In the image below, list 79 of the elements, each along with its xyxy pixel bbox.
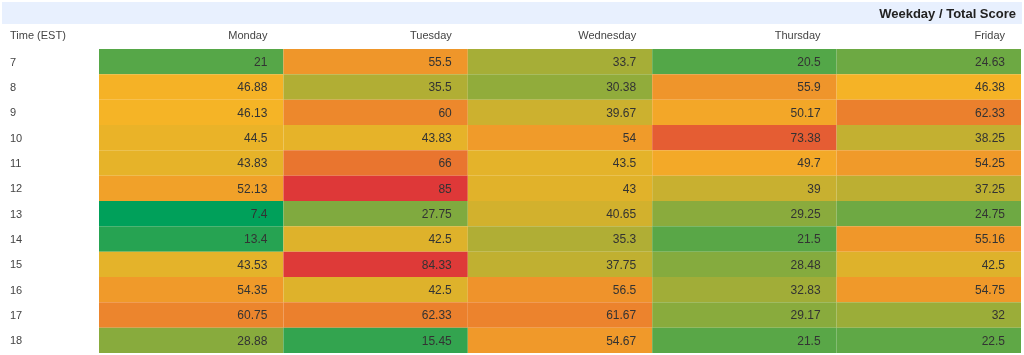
data-label: 62.33 <box>974 105 1006 120</box>
y-tick-label: 15 <box>10 258 23 271</box>
chart-title: Weekday / Total Score <box>879 5 1016 21</box>
data-label: 43.53 <box>237 257 268 272</box>
data-label: 21.5 <box>797 333 821 348</box>
data-label: 13.4 <box>244 232 268 247</box>
data-label: 28.88 <box>237 333 268 348</box>
data-label: 29.17 <box>790 308 821 323</box>
y-tick-label: 9 <box>10 106 17 119</box>
data-label: 42.5 <box>428 232 453 247</box>
data-label: 61.67 <box>606 308 637 323</box>
x-tick-label: Friday <box>974 29 1006 42</box>
y-tick-label: 7 <box>10 55 17 68</box>
y-tick-label: 10 <box>10 131 23 144</box>
x-tick-label: Wednesday <box>578 29 637 42</box>
data-label: 37.75 <box>606 257 637 272</box>
data-label: 55.16 <box>974 232 1006 247</box>
data-label: 52.13 <box>237 181 268 196</box>
data-label: 30.38 <box>606 80 637 95</box>
data-label: 54 <box>622 130 637 145</box>
data-label: 55.9 <box>797 80 821 95</box>
x-tick-label: Monday <box>228 29 268 42</box>
data-label: 32.83 <box>790 282 821 297</box>
data-label: 55.5 <box>428 54 453 69</box>
data-label: 24.75 <box>974 206 1006 221</box>
data-label: 54.25 <box>974 156 1006 171</box>
data-label: 62.33 <box>421 308 453 323</box>
y-tick-label: 8 <box>10 81 17 94</box>
data-label: 54.67 <box>606 333 637 348</box>
data-label: 21.5 <box>797 232 821 247</box>
data-label: 43 <box>622 181 637 196</box>
x-tick-label: Thursday <box>774 29 822 42</box>
data-label: 60.75 <box>237 308 268 323</box>
y-tick-label: 17 <box>10 309 23 322</box>
data-label: 54.75 <box>974 282 1006 297</box>
data-label: 43.5 <box>612 156 637 171</box>
data-label: 54.35 <box>237 282 268 297</box>
data-label: 43.83 <box>421 130 453 145</box>
data-label: 29.25 <box>790 206 821 221</box>
data-label: 60 <box>438 105 453 120</box>
data-label: 28.48 <box>790 257 821 272</box>
data-label: 22.5 <box>981 333 1006 348</box>
data-label: 39.67 <box>606 105 637 120</box>
data-label: 84.33 <box>421 257 453 272</box>
y-tick-label: 18 <box>10 334 23 347</box>
data-label: 35.5 <box>428 80 453 95</box>
y-tick-label: 13 <box>10 207 23 220</box>
data-label: 56.5 <box>612 282 637 297</box>
data-label: 42.5 <box>981 257 1006 272</box>
data-label: 46.13 <box>237 105 268 120</box>
data-label: 38.25 <box>974 130 1006 145</box>
data-label: 44.5 <box>244 130 268 145</box>
y-tick-label: 14 <box>10 233 23 246</box>
data-label: 40.65 <box>606 206 637 221</box>
data-label: 27.75 <box>421 206 453 221</box>
data-label: 73.38 <box>790 130 821 145</box>
data-label: 46.88 <box>237 80 268 95</box>
y-axis-title: Time (EST) <box>10 29 66 42</box>
data-label: 50.17 <box>790 105 821 120</box>
data-label: 24.63 <box>974 54 1006 69</box>
data-label: 7.4 <box>250 206 268 221</box>
data-label: 15.45 <box>421 333 453 348</box>
data-label: 20.5 <box>797 54 821 69</box>
data-label: 35.3 <box>612 232 637 247</box>
data-label: 46.38 <box>974 80 1006 95</box>
data-label: 42.5 <box>428 282 453 297</box>
data-label: 85 <box>438 181 453 196</box>
data-label: 49.7 <box>797 156 821 171</box>
data-label: 43.83 <box>237 156 268 171</box>
y-tick-label: 11 <box>10 157 22 170</box>
data-label: 37.25 <box>974 181 1006 196</box>
y-tick-label: 12 <box>10 182 23 195</box>
y-tick-label: 16 <box>10 283 23 296</box>
data-label: 32 <box>991 308 1006 323</box>
data-label: 21 <box>254 54 268 69</box>
data-label: 66 <box>438 156 453 171</box>
x-tick-label: Tuesday <box>410 29 453 42</box>
data-label: 33.7 <box>612 54 637 69</box>
data-label: 39 <box>807 181 821 196</box>
